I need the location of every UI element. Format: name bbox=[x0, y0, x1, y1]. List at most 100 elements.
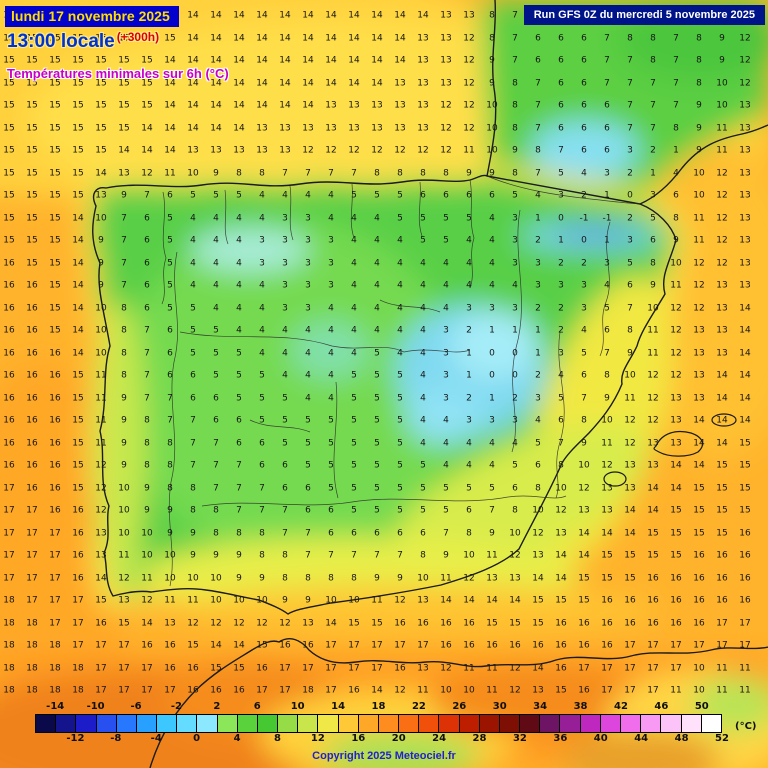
scale-cell bbox=[701, 715, 721, 732]
temp-value: 16 bbox=[49, 415, 61, 426]
temp-value: 7 bbox=[213, 483, 219, 493]
temp-value: 15 bbox=[95, 595, 107, 606]
temp-value: 14 bbox=[256, 55, 268, 66]
temp-value: 8 bbox=[259, 168, 265, 178]
scale-tick-label: 32 bbox=[512, 733, 527, 744]
temp-value: 14 bbox=[739, 348, 751, 358]
temp-value: 6 bbox=[213, 415, 219, 426]
temp-value: 12 bbox=[693, 280, 705, 291]
temp-value: 9 bbox=[98, 235, 104, 246]
temp-value: 12 bbox=[670, 370, 682, 381]
scale-bottom-labels: -12 -8 -4 0 4 8 12 16 20 24 28 32 36 40 44 48 52 bbox=[35, 733, 729, 746]
temp-value: 4 bbox=[351, 280, 357, 291]
temp-value: 7 bbox=[512, 55, 518, 66]
temp-value: 13 bbox=[532, 550, 544, 561]
temp-value: 4 bbox=[374, 325, 380, 336]
temp-value: 5 bbox=[397, 483, 403, 493]
temp-value: 16 bbox=[26, 415, 38, 426]
temp-value: 17 bbox=[26, 573, 38, 583]
scale-cell bbox=[439, 715, 460, 732]
temp-value: 12 bbox=[716, 258, 728, 268]
temp-value: 12 bbox=[670, 303, 682, 313]
temp-value: 15 bbox=[49, 145, 61, 156]
temp-value: 14 bbox=[532, 573, 544, 583]
temp-value: 8 bbox=[144, 438, 150, 448]
temp-value: 14 bbox=[716, 415, 728, 426]
temp-value: 4 bbox=[420, 348, 426, 358]
temp-value: 7 bbox=[673, 33, 679, 43]
temp-value: 11 bbox=[417, 685, 429, 696]
temp-value: 7 bbox=[627, 78, 633, 88]
temp-value: 7 bbox=[650, 123, 656, 133]
temp-value: 16 bbox=[141, 640, 153, 651]
temp-value: 10 bbox=[463, 550, 475, 561]
temp-value: 17 bbox=[371, 640, 383, 651]
temp-value: 15 bbox=[739, 483, 751, 493]
temp-value: 17 bbox=[325, 685, 337, 696]
temp-value: 15 bbox=[486, 618, 498, 628]
temp-value: 15 bbox=[95, 100, 107, 111]
temp-value: 7 bbox=[305, 528, 311, 538]
temp-value: 14 bbox=[210, 10, 222, 21]
temp-value: 12 bbox=[141, 595, 153, 606]
temp-value: 4 bbox=[236, 235, 242, 246]
temp-value: 4 bbox=[213, 280, 219, 291]
temp-value: 15 bbox=[49, 55, 61, 66]
temp-value: 8 bbox=[512, 100, 518, 111]
scale-cell bbox=[499, 715, 521, 732]
temp-value: 15 bbox=[371, 618, 383, 628]
temp-value: 8 bbox=[627, 33, 633, 43]
temp-value: 13 bbox=[463, 10, 475, 21]
temp-value: 8 bbox=[397, 168, 403, 178]
temp-value: 9 bbox=[719, 55, 725, 66]
temp-value: 12 bbox=[716, 235, 728, 246]
scale-tick-label: 46 bbox=[654, 701, 669, 712]
temp-value: 7 bbox=[190, 460, 196, 471]
temp-value: 2 bbox=[535, 370, 541, 381]
temp-value: 7 bbox=[604, 78, 610, 88]
temp-value: 17 bbox=[118, 663, 130, 673]
temp-value: 12 bbox=[371, 145, 383, 156]
temp-value: 16 bbox=[26, 460, 38, 471]
scale-cell bbox=[56, 715, 77, 732]
temp-value: 16 bbox=[394, 663, 406, 673]
temp-value: 5 bbox=[305, 415, 311, 426]
scale-cell bbox=[237, 715, 258, 732]
temp-value: 17 bbox=[26, 595, 38, 606]
temp-value: 3 bbox=[305, 303, 311, 313]
temp-value: 14 bbox=[164, 78, 176, 88]
temp-value: 16 bbox=[210, 685, 222, 696]
temp-value: 16 bbox=[693, 573, 705, 583]
temp-value: 6 bbox=[144, 235, 150, 246]
temp-value: 15 bbox=[49, 123, 61, 133]
temp-value: 4 bbox=[420, 415, 426, 426]
temp-value: 13 bbox=[739, 100, 751, 111]
temp-value: 4 bbox=[236, 280, 242, 291]
temp-value: 10 bbox=[624, 370, 636, 381]
temp-value: 15 bbox=[26, 123, 38, 133]
scale-tick-label: 52 bbox=[715, 733, 729, 744]
temp-value: 14 bbox=[187, 33, 199, 43]
temp-value: 5 bbox=[259, 393, 265, 403]
temp-value: 3 bbox=[512, 213, 518, 223]
temp-value: 5 bbox=[236, 393, 242, 403]
temp-value: 10 bbox=[486, 145, 498, 156]
scale-tick-label: 8 bbox=[273, 733, 281, 744]
temp-value: 14 bbox=[716, 393, 728, 403]
temp-value: 6 bbox=[558, 123, 564, 133]
temp-value: 5 bbox=[443, 483, 449, 493]
temp-value: 4 bbox=[397, 235, 403, 246]
temp-value: 17 bbox=[647, 640, 659, 651]
temp-value: 3 bbox=[305, 258, 311, 268]
temp-value: 8 bbox=[167, 438, 173, 448]
temp-value: 9 bbox=[581, 438, 587, 448]
temp-value: 15 bbox=[3, 78, 15, 88]
scale-cell bbox=[278, 715, 299, 732]
temp-value: 7 bbox=[604, 33, 610, 43]
temp-value: 10 bbox=[716, 78, 728, 88]
temp-value: 16 bbox=[49, 483, 61, 493]
temp-value: 4 bbox=[282, 348, 288, 358]
temp-value: 15 bbox=[187, 640, 199, 651]
temp-value: 3 bbox=[466, 415, 472, 426]
